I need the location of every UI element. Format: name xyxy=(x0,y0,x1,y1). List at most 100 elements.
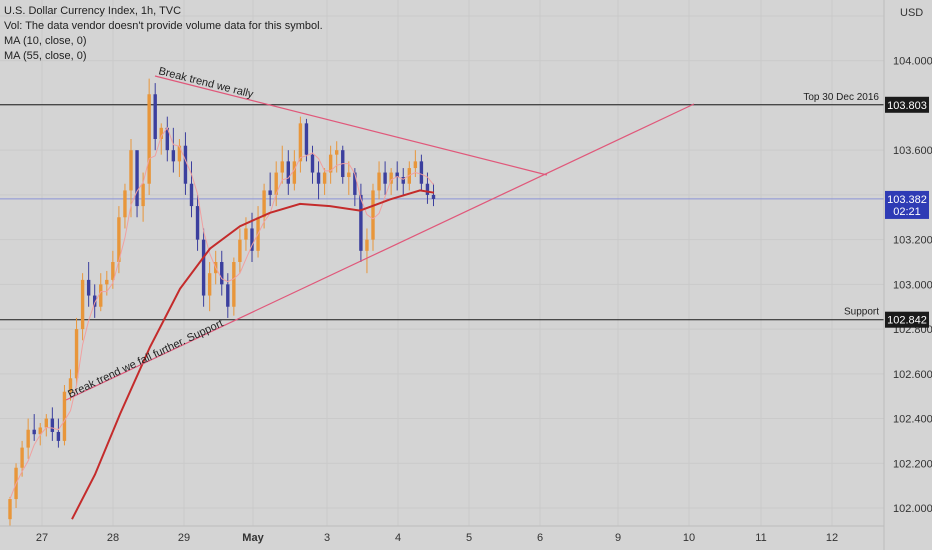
candle-body xyxy=(365,239,369,251)
candle-body xyxy=(262,190,266,218)
candle-body xyxy=(135,150,139,207)
candle-body xyxy=(62,391,67,441)
candle-body xyxy=(159,127,163,139)
candle-body xyxy=(280,161,284,173)
candle-body xyxy=(292,161,297,184)
candle-body xyxy=(298,123,303,162)
candle-body xyxy=(93,295,97,307)
candle-body xyxy=(50,418,55,432)
candle-body xyxy=(32,429,36,435)
candle-body xyxy=(244,228,248,240)
candle-body xyxy=(74,329,79,379)
candle-body xyxy=(328,154,333,173)
candle-body xyxy=(371,190,375,240)
level-label: Top 30 Dec 2016 xyxy=(803,92,879,103)
candle-body xyxy=(123,190,127,218)
chart-legend: U.S. Dollar Currency Index, 1h, TVC Vol:… xyxy=(4,4,323,64)
level-price-label: 103.803 xyxy=(887,100,927,112)
candle-body xyxy=(395,172,399,178)
candle-body xyxy=(171,150,176,162)
time-tick-label: 10 xyxy=(683,532,695,544)
candle-body xyxy=(8,499,12,520)
candle-body xyxy=(177,145,182,162)
candle-body xyxy=(207,273,212,296)
countdown-label: 02:21 xyxy=(893,206,921,218)
candle-body xyxy=(26,429,30,448)
candle-body xyxy=(274,172,278,195)
volume-note: Vol: The data vendor doesn't provide vol… xyxy=(4,20,323,32)
support-trendline xyxy=(65,103,695,401)
price-tick-label: 103.200 xyxy=(893,235,932,247)
time-tick-label: 11 xyxy=(755,532,766,544)
candle-body xyxy=(129,150,133,191)
candle-body xyxy=(401,177,405,184)
candle-body xyxy=(286,161,290,184)
level-price-label: 102.842 xyxy=(887,315,927,327)
candle-body xyxy=(189,183,194,207)
candle-body xyxy=(268,190,272,195)
level-price-box xyxy=(885,311,929,328)
price-tick-label: 103.000 xyxy=(893,279,932,291)
time-tick-label: 6 xyxy=(537,532,543,544)
candle-body xyxy=(353,172,357,195)
candle-body xyxy=(377,172,381,191)
candle-body xyxy=(322,172,327,184)
time-tick-label: 5 xyxy=(466,532,472,544)
ma10-legend[interactable]: MA (10, close, 0) xyxy=(4,35,87,47)
candle-body xyxy=(250,228,254,251)
price-tick-label: 102.000 xyxy=(893,503,932,515)
time-tick-label: 12 xyxy=(826,532,838,544)
candle-body xyxy=(147,94,151,184)
time-axis[interactable]: 27 28 29 May 3 4 5 6 9 10 11 12 xyxy=(36,532,838,544)
candle-body xyxy=(183,145,188,184)
time-tick-label: 29 xyxy=(178,532,190,544)
price-tick-label: 104.000 xyxy=(893,56,932,68)
time-tick-label: May xyxy=(242,532,264,544)
ma55-legend[interactable]: MA (55, close, 0) xyxy=(4,50,87,62)
current-price-box xyxy=(885,190,929,219)
candle-body xyxy=(111,262,115,280)
price-tick-label: 103.600 xyxy=(893,145,932,157)
price-tick-label: 102.400 xyxy=(893,414,932,426)
candle-body xyxy=(38,427,42,435)
candle-body xyxy=(226,284,230,307)
candle-body xyxy=(165,127,169,151)
candle-body xyxy=(304,123,309,155)
candle-body xyxy=(347,172,351,178)
candle-body xyxy=(238,239,242,262)
symbol-title[interactable]: U.S. Dollar Currency Index, 1h, TVC xyxy=(4,5,182,17)
horizontal-levels: Top 30 Dec 2016 Support xyxy=(0,92,884,321)
price-tick-label: 102.200 xyxy=(893,458,932,470)
time-tick-label: 27 xyxy=(36,532,48,544)
candle-body xyxy=(389,172,393,184)
candle-body xyxy=(335,150,339,155)
candle-body xyxy=(201,239,206,296)
candle-body xyxy=(413,161,418,169)
current-price-label: 103.382 xyxy=(887,194,927,206)
candle-body xyxy=(99,284,103,307)
ma10-line xyxy=(9,126,434,500)
candle-body xyxy=(220,262,224,285)
time-tick-label: 28 xyxy=(107,532,119,544)
candle-body xyxy=(80,279,85,330)
currency-label: USD xyxy=(900,7,923,19)
candle-body xyxy=(105,279,109,285)
time-tick-label: 3 xyxy=(324,532,330,544)
level-label: Support xyxy=(844,307,879,318)
candle-body xyxy=(56,431,61,441)
price-tick-label: 102.600 xyxy=(893,369,932,381)
ma55-line xyxy=(71,189,435,520)
candle-body xyxy=(419,161,424,184)
candle-body xyxy=(425,183,430,195)
price-axis[interactable]: 102.000102.200102.400102.600102.800103.0… xyxy=(885,56,932,515)
candle-body xyxy=(431,194,436,199)
candle-body xyxy=(316,172,321,184)
candle-body xyxy=(383,172,387,184)
candle-body xyxy=(232,262,236,307)
level-price-box xyxy=(885,96,929,113)
candle-body xyxy=(20,447,24,468)
time-tick-label: 9 xyxy=(615,532,621,544)
time-tick-label: 4 xyxy=(395,532,401,544)
